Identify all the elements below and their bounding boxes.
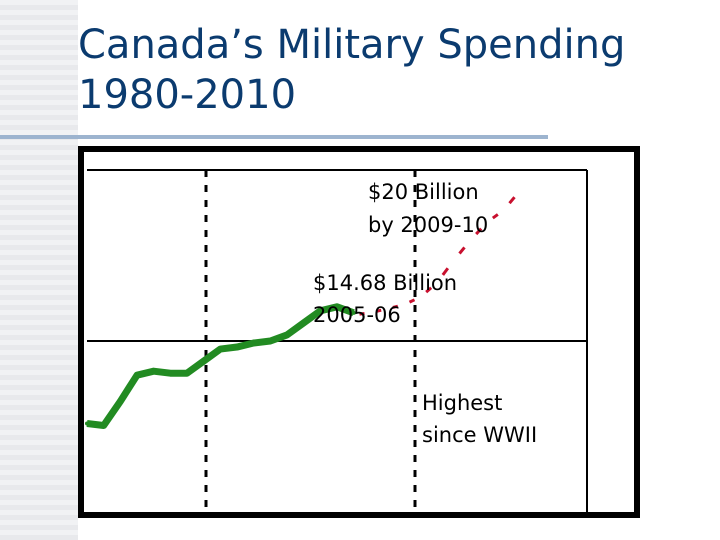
series-0-point-3 [135, 373, 139, 378]
annotation-14-68-billion-line2: 2005-06 [313, 303, 401, 327]
series-0-point-5 [168, 371, 173, 376]
series-1-dash [425, 286, 433, 294]
series-0-point-7 [201, 359, 206, 364]
series-1-dash [441, 267, 450, 276]
series-0-point-11 [268, 339, 273, 343]
annotation-20-billion: $20 Billion by 2009-10 [368, 180, 488, 237]
series-1-dash [458, 246, 466, 255]
series-1-dash [491, 213, 499, 220]
annotation-14-68-billion: $14.68 Billion 2005-06 [313, 271, 464, 327]
title-underline [0, 135, 548, 139]
series-1-dash [359, 312, 365, 316]
slide-title-line2: 1980-2010 [78, 72, 297, 118]
series-1-dash [375, 308, 382, 313]
series-0-point-12 [285, 332, 289, 337]
series-layer [85, 196, 516, 429]
annotation-20-billion-line1: $20 Billion [368, 180, 479, 204]
series-1-dash [475, 227, 483, 236]
series-0-point-16 [351, 310, 356, 315]
annotation-14-68-billion-line1: $14.68 Billion [313, 271, 457, 295]
series-0-point-13 [301, 320, 306, 325]
slide-title-line1: Canada’s Military Spending [78, 22, 626, 68]
annotation-highest-since-wwii: Highest since WWII [422, 391, 537, 447]
series-1-dash [408, 298, 416, 304]
series-1-dash [392, 304, 399, 309]
series-0-point-8 [218, 347, 223, 352]
series-0-point-14 [318, 308, 323, 313]
series-0-point-2 [118, 399, 123, 404]
series-0-point-6 [185, 371, 189, 376]
annotation-highest-line1: Highest [422, 391, 502, 415]
series-0-point-15 [335, 304, 339, 309]
slide-title: Canada’s Military Spending 1980-2010 [78, 20, 698, 120]
annotation-20-billion-line2: by 2009-10 [368, 213, 488, 237]
series-1-dash [508, 196, 516, 205]
series-0-point-4 [151, 369, 156, 374]
series-0-point-9 [235, 345, 239, 350]
annotation-highest-line2: since WWII [422, 423, 537, 447]
series-0-point-10 [251, 341, 256, 346]
series-0-point-0 [85, 421, 89, 426]
slide-background-stripe [0, 0, 78, 540]
chart-frame [78, 146, 640, 518]
series-0-point-1 [101, 423, 106, 428]
